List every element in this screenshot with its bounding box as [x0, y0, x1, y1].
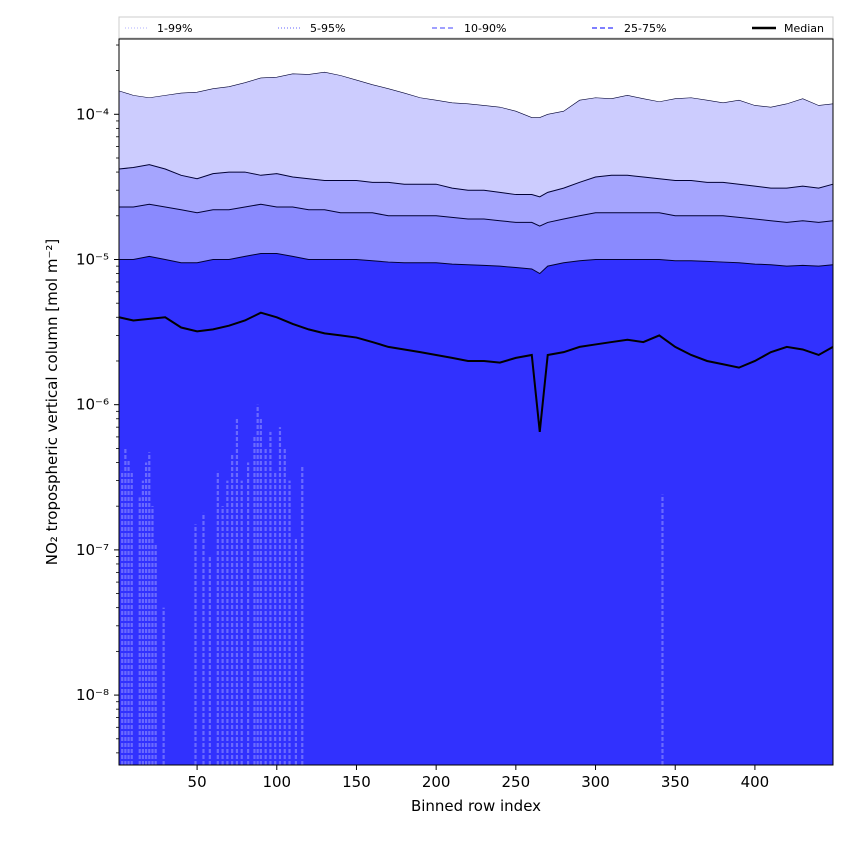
- x-axis-label: Binned row index: [411, 797, 541, 815]
- x-tick-label-150: 150: [342, 773, 371, 791]
- x-tick-label-250: 250: [502, 773, 531, 791]
- legend-box: [118, 16, 834, 39]
- x-tick-label-300: 300: [581, 773, 610, 791]
- series-line-5-95pct: [118, 164, 834, 198]
- y-tick-label-10⁻⁵: 10⁻⁵: [76, 250, 109, 268]
- plot-area: [118, 39, 834, 766]
- series-line-10-90pct: [119, 203, 834, 227]
- y-tick-label-10⁻⁷: 10⁻⁷: [76, 541, 109, 559]
- y-tick-label-10⁻⁴: 10⁻⁴: [76, 105, 109, 123]
- legend-label-1: 5-95%: [310, 22, 345, 35]
- x-tick-label-100: 100: [262, 773, 291, 791]
- x-tick-label-50: 50: [188, 773, 207, 791]
- axes: 50 100 150 200 250 300 350 400 10⁻⁸ 10⁻⁷ 10⁻⁶ 10⁻⁵ 1…: [76, 38, 834, 791]
- y-axis-label: NO₂ tropospheric vertical column [mol m⁻…: [43, 239, 61, 565]
- legend-label-3: 25-75%: [624, 22, 666, 35]
- x-tick-label-200: 200: [422, 773, 451, 791]
- series-line-1-99pct: [118, 71, 834, 118]
- x-tick-label-400: 400: [741, 773, 770, 791]
- x-tick-label-350: 350: [661, 773, 690, 791]
- legend-label-0: 1-99%: [157, 22, 192, 35]
- series-line-25-75pct: [119, 252, 834, 275]
- axes-frame: [118, 38, 834, 766]
- y-tick-label-10⁻⁸: 10⁻⁸: [76, 686, 109, 704]
- series-line-median: [118, 311, 834, 432]
- legend: 1-99% 5-95% 10-90% 25-75% Median: [118, 16, 834, 39]
- legend-label-4: Median: [784, 22, 824, 35]
- legend-label-2: 10-90%: [464, 22, 506, 35]
- y-tick-label-10⁻⁶: 10⁻⁶: [76, 396, 109, 414]
- band-base: [119, 253, 833, 765]
